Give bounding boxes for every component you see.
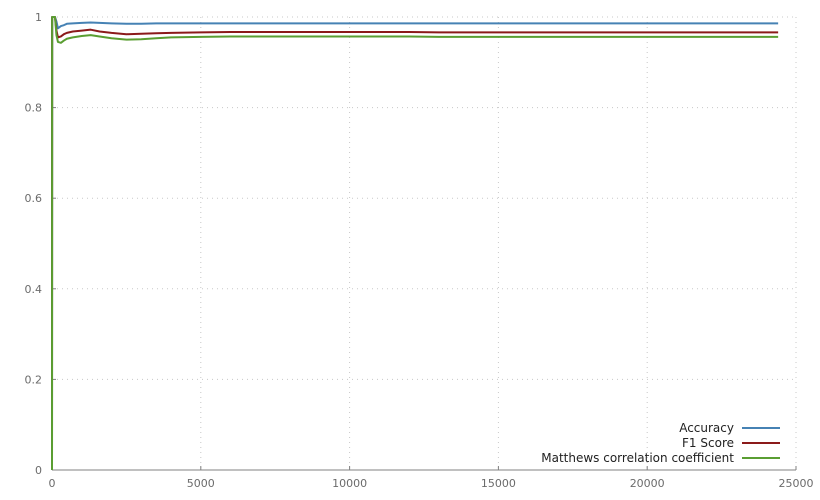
y-tick-label: 0.2 xyxy=(25,373,43,386)
x-tick-label: 15000 xyxy=(481,477,516,490)
y-tick-label: 0.8 xyxy=(25,102,43,115)
x-tick-label: 25000 xyxy=(779,477,814,490)
x-tick-label: 5000 xyxy=(187,477,215,490)
x-tick-label: 0 xyxy=(49,477,56,490)
series-line-f1-score xyxy=(51,16,779,471)
x-tick-label: 10000 xyxy=(332,477,367,490)
series-line-accuracy xyxy=(51,16,779,471)
tick-labels: 0 5000 10000 15000 20000 25000 0 0.2 0.4 0.6 0.8 1 xyxy=(25,11,814,490)
y-tick-label: 0.6 xyxy=(25,192,43,205)
series-line-matthews-correlation-coefficient xyxy=(51,16,779,471)
y-tick-label: 0 xyxy=(35,464,42,477)
legend-label-matthews-correlation-coefficient: Matthews correlation coefficient xyxy=(541,451,734,465)
legend-label-f1-score: F1 Score xyxy=(682,436,734,450)
x-tick-label: 20000 xyxy=(630,477,665,490)
y-tick-label: 0.4 xyxy=(25,283,43,296)
axes xyxy=(51,16,797,471)
y-tick-label: 1 xyxy=(35,11,42,24)
legend-label-accuracy: Accuracy xyxy=(679,421,734,435)
grid xyxy=(52,16,797,470)
series-lines xyxy=(51,16,779,471)
